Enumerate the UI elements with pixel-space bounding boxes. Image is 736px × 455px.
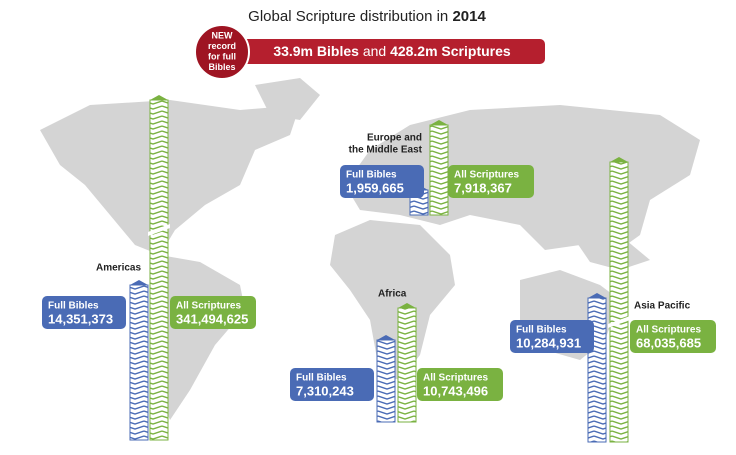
full-bibles-box-label: Full Bibles: [296, 373, 347, 384]
full-bibles-box: [510, 320, 594, 353]
full-bibles-box-value: 1,959,665: [346, 180, 404, 195]
badge-line: for full: [208, 51, 236, 61]
region-name: Europe and: [367, 133, 422, 144]
full-bibles-box: [42, 296, 126, 329]
bibles-stack: [129, 284, 149, 441]
banner-scriptures: 428.2m Scriptures: [390, 43, 511, 59]
bibles-stack-top: [588, 293, 606, 298]
scriptures-stack-break: [608, 316, 630, 328]
all-scriptures-box: [417, 368, 503, 401]
full-bibles-box-label: Full Bibles: [48, 301, 99, 312]
badge: [194, 24, 250, 80]
full-bibles-box-value: 10,284,931: [516, 335, 581, 350]
full-bibles-box: [340, 165, 424, 198]
all-scriptures-box-value: 68,035,685: [636, 335, 701, 350]
north-america: [40, 100, 300, 255]
region-name: Asia Pacific: [634, 301, 691, 312]
full-bibles-box-label: Full Bibles: [516, 325, 567, 336]
region-name: Africa: [378, 289, 407, 300]
banner-joiner: and: [363, 43, 386, 59]
scriptures-stack-top: [430, 120, 448, 125]
scriptures-stack-top: [398, 303, 416, 308]
banner-bibles: 33.9m Bibles: [273, 43, 359, 59]
all-scriptures-box-label: All Scriptures: [454, 170, 519, 181]
all-scriptures-box: [170, 296, 256, 329]
all-scriptures-box: [448, 165, 534, 198]
banner: [205, 39, 545, 64]
full-bibles-box-value: 14,351,373: [48, 311, 113, 326]
all-scriptures-box-label: All Scriptures: [176, 301, 241, 312]
bibles-stack: [376, 339, 396, 423]
bibles-stack: [587, 297, 607, 443]
region-name: Americas: [96, 263, 141, 274]
scriptures-stack-break: [148, 224, 170, 236]
all-scriptures-box-value: 10,743,496: [423, 383, 488, 398]
badge-line: Bibles: [208, 62, 235, 72]
full-bibles-box-value: 7,310,243: [296, 383, 354, 398]
region-name: the Middle East: [349, 145, 423, 156]
all-scriptures-box-value: 341,494,625: [176, 311, 248, 326]
scriptures-stack: [609, 161, 629, 443]
greenland: [255, 78, 320, 120]
badge-line: NEW: [212, 30, 234, 40]
title: Global Scripture distribution in 2014: [248, 8, 486, 25]
all-scriptures-box: [630, 320, 716, 353]
scriptures-stack: [397, 307, 417, 423]
scriptures-stack: [149, 99, 169, 441]
all-scriptures-box-value: 7,918,367: [454, 180, 512, 195]
africa: [330, 220, 455, 380]
scriptures-stack-top: [150, 95, 168, 100]
scriptures-stack: [429, 124, 449, 216]
full-bibles-box: [290, 368, 374, 401]
title-year: 2014: [452, 8, 486, 25]
badge-line: record: [208, 41, 236, 51]
bibles-stack-top: [377, 335, 395, 340]
all-scriptures-box-label: All Scriptures: [636, 325, 701, 336]
title-text: Global Scripture distribution in: [248, 8, 448, 25]
all-scriptures-box-label: All Scriptures: [423, 373, 488, 384]
bibles-stack-top: [130, 280, 148, 285]
scriptures-stack-top: [610, 157, 628, 162]
banner-text: 33.9m Bibles and 428.2m Scriptures: [273, 43, 511, 59]
full-bibles-box-label: Full Bibles: [346, 170, 397, 181]
